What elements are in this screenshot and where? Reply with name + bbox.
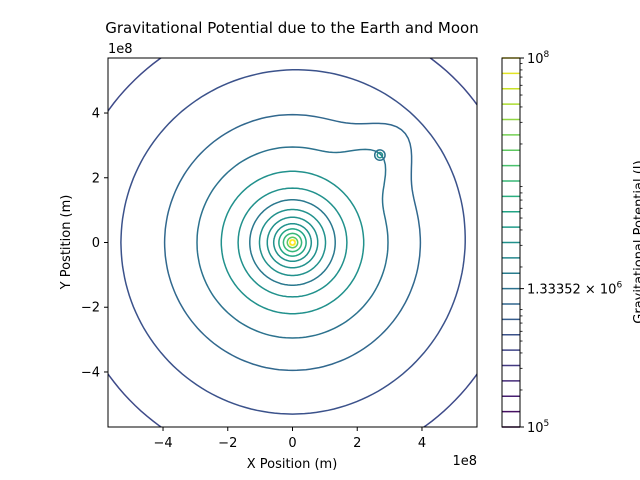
moon-contour-line [373, 149, 386, 162]
x-axis-ticks: −4 −2 0 2 4 [153, 427, 426, 451]
earth-contour-line [249, 199, 336, 286]
earth-contour-line [286, 236, 299, 249]
earth-contour-line [120, 69, 466, 415]
earth-contour-line [108, 58, 477, 427]
earth-contour-line [237, 187, 348, 298]
earth-contour-line [266, 216, 319, 269]
colorbar-label: Gravitational Potential (J) [632, 160, 640, 323]
x-offset-label: 1e8 [452, 454, 477, 469]
earth-contour-line [289, 239, 296, 246]
plot-frame [107, 57, 478, 428]
y-tick-label: 0 [92, 236, 100, 251]
x-tick-label: 2 [353, 436, 361, 451]
colorbar [501, 57, 521, 428]
colorbar-tick-label: 105 [527, 419, 549, 436]
y-tick-label: −2 [81, 301, 100, 316]
earth-contour-line [196, 146, 389, 339]
earth-contour-line [258, 208, 327, 277]
x-tick-label: −4 [153, 436, 172, 451]
colorbar-frame [501, 57, 521, 428]
earth-contour-line [163, 113, 422, 372]
y-offset-label: 1e8 [108, 42, 133, 57]
y-tick-label: 4 [92, 107, 100, 122]
earth-contour-line [220, 170, 365, 315]
x-tick-label: 4 [418, 436, 426, 451]
x-axis-label: X Position (m) [247, 457, 338, 472]
y-tick-label: −4 [81, 365, 100, 380]
y-axis-label: Y Postition (m) [59, 195, 74, 291]
x-tick-label: −2 [218, 436, 237, 451]
x-tick-label: 0 [288, 436, 296, 451]
moon-contour-line [376, 151, 384, 159]
y-axis-ticks: 4 2 0 −2 −4 [81, 107, 108, 380]
earth-contour-line [282, 232, 303, 253]
colorbar-tick-label: 108 [527, 50, 550, 67]
chart-title: Gravitational Potential due to the Earth… [105, 19, 478, 37]
earth-contour-line [272, 222, 313, 263]
contour-layer [108, 58, 477, 427]
colorbar-ticks: 108 1.33352 × 106 105 [520, 50, 622, 436]
y-tick-label: 2 [92, 171, 100, 186]
earth-contour-line [278, 228, 307, 257]
colorbar-tick-label: 1.33352 × 106 [527, 281, 622, 298]
